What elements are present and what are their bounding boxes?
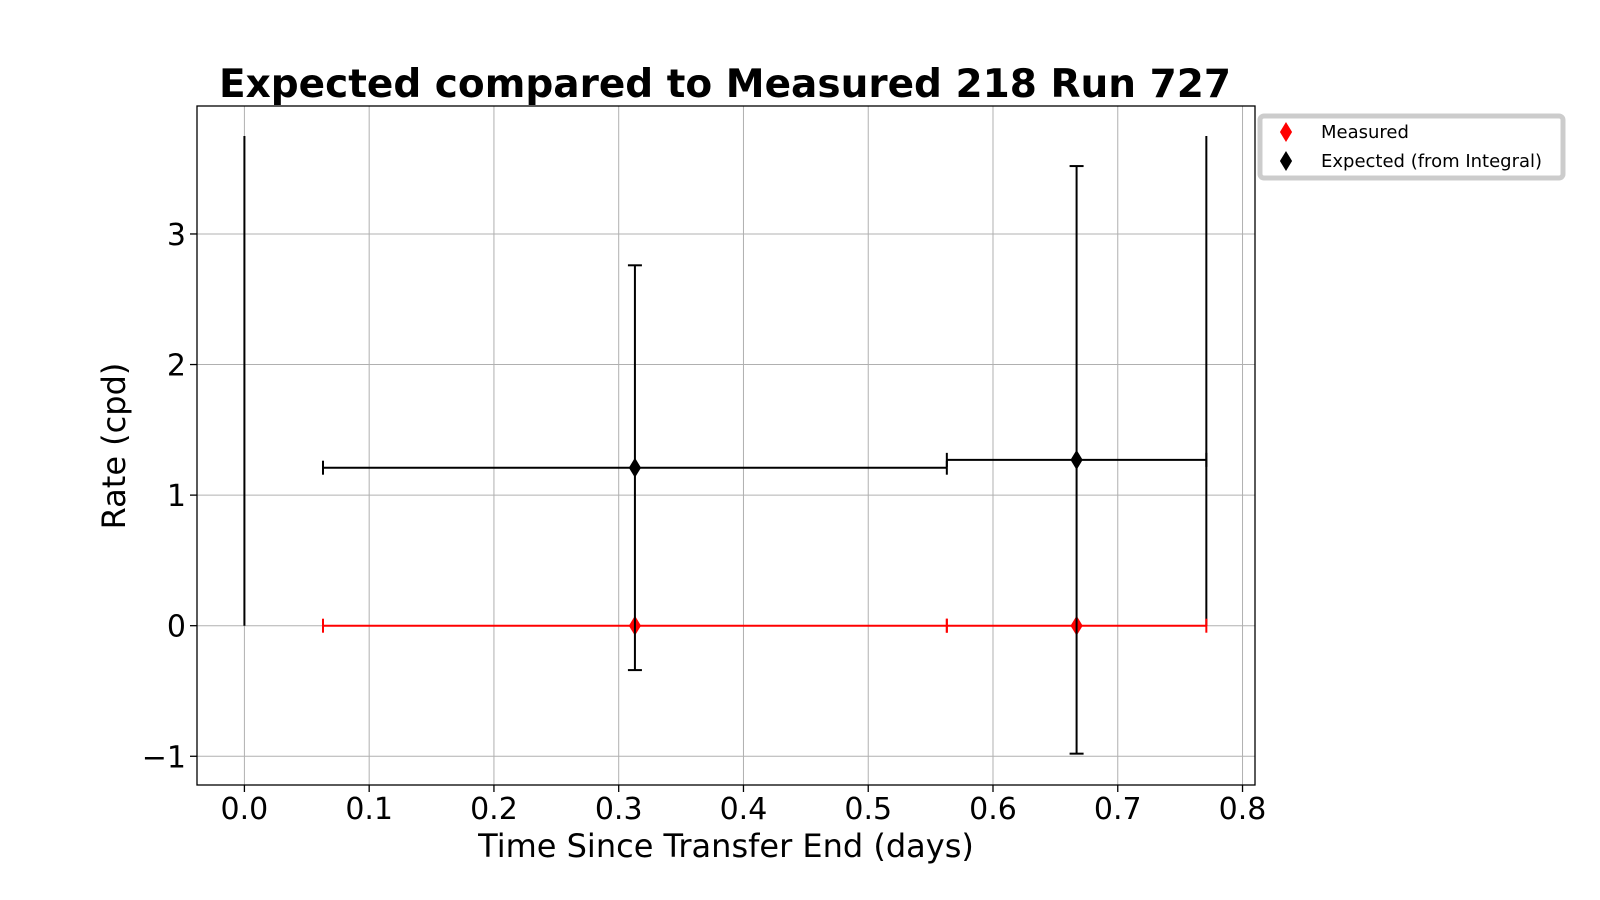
y-tick-label: 2 bbox=[167, 349, 186, 384]
series-0 bbox=[322, 615, 1208, 636]
x-tick-label: 0.6 bbox=[969, 792, 1017, 827]
x-tick-label: 0.0 bbox=[221, 792, 269, 827]
y-axis-label: Rate (cpd) bbox=[95, 363, 133, 530]
x-tick-label: 0.3 bbox=[595, 792, 643, 827]
axis-ticks: 0.0 0.1 0.2 0.3 0.4 0.5 0.6 0.7 0.8 −1 0 1 2 3 bbox=[142, 218, 1267, 827]
legend: Measured Expected (from Integral) bbox=[1257, 113, 1566, 181]
legend-marker bbox=[1279, 151, 1293, 171]
x-axis-label: Time Since Transfer End (days) bbox=[477, 827, 974, 865]
legend-label: Expected (from Integral) bbox=[1321, 151, 1542, 172]
data-point bbox=[628, 457, 642, 478]
x-tick-label: 0.7 bbox=[1094, 792, 1142, 827]
x-tick-label: 0.4 bbox=[720, 792, 768, 827]
x-tick-label: 0.8 bbox=[1219, 792, 1267, 827]
x-tick-label: 0.2 bbox=[470, 792, 518, 827]
y-tick-label: 3 bbox=[167, 218, 186, 253]
data-layer bbox=[243, 136, 1208, 755]
series-1 bbox=[322, 165, 1208, 755]
plot-frame bbox=[196, 105, 1256, 786]
x-tick-label: 0.5 bbox=[844, 792, 892, 827]
y-tick-label: 0 bbox=[167, 610, 186, 645]
legend-marker bbox=[1279, 122, 1293, 142]
data-point bbox=[1070, 449, 1083, 470]
grid-lines bbox=[197, 106, 1255, 785]
y-tick-label: 1 bbox=[167, 479, 186, 514]
legend-frame bbox=[1257, 113, 1566, 181]
x-tick-label: 0.1 bbox=[345, 792, 393, 827]
legend-label: Measured bbox=[1321, 122, 1409, 143]
chart-title: Expected compared to Measured 218 Run 72… bbox=[219, 62, 1231, 107]
y-tick-label: −1 bbox=[142, 740, 186, 775]
